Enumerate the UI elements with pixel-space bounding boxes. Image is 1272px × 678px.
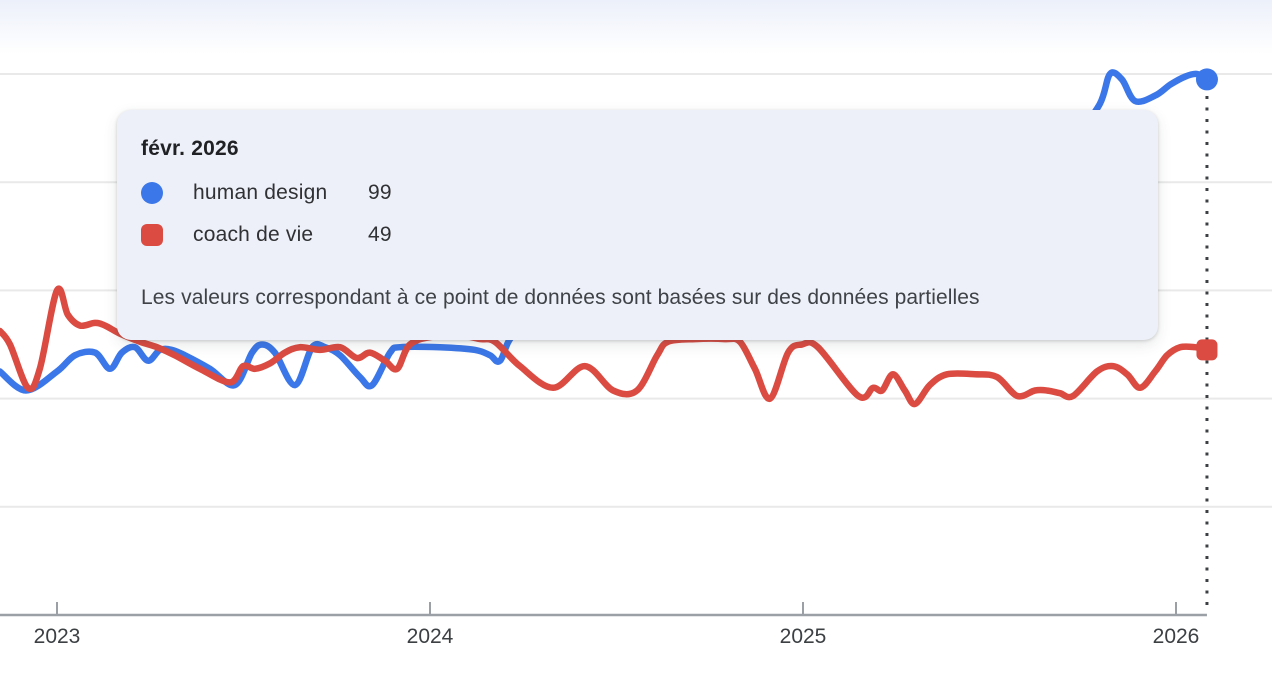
tooltip-row-human-design: human design 99 — [117, 182, 1158, 204]
red-square-series-marker-icon — [141, 224, 163, 246]
tooltip-series-term: coach de vie — [193, 223, 314, 246]
tooltip-partial-data-note: Les valeurs correspondant à ce point de … — [141, 286, 980, 309]
blue-circle-endpoint-marker — [1195, 68, 1218, 91]
series-line-coach-de-vie — [0, 285, 1211, 408]
x-axis-year-label: 2024 — [407, 625, 454, 648]
tooltip-date-label: févr. 2026 — [141, 137, 239, 160]
red-square-endpoint-marker — [1196, 339, 1218, 361]
tooltip-row-coach-de-vie: coach de vie 49 — [117, 224, 1158, 246]
x-axis-year-label: 2023 — [34, 625, 81, 648]
tooltip-series-value: 49 — [368, 223, 392, 246]
chart-tooltip: févr. 2026 human design 99 coach de vie … — [117, 110, 1158, 340]
tooltip-series-value: 99 — [368, 181, 392, 204]
top-gradient-band — [0, 0, 1272, 54]
tooltip-series-term: human design — [193, 181, 328, 204]
series-line-human-design — [0, 69, 1211, 394]
blue-circle-series-marker-icon — [141, 182, 163, 204]
x-axis-year-label: 2025 — [780, 625, 827, 648]
x-axis-year-label: 2026 — [1153, 625, 1200, 648]
